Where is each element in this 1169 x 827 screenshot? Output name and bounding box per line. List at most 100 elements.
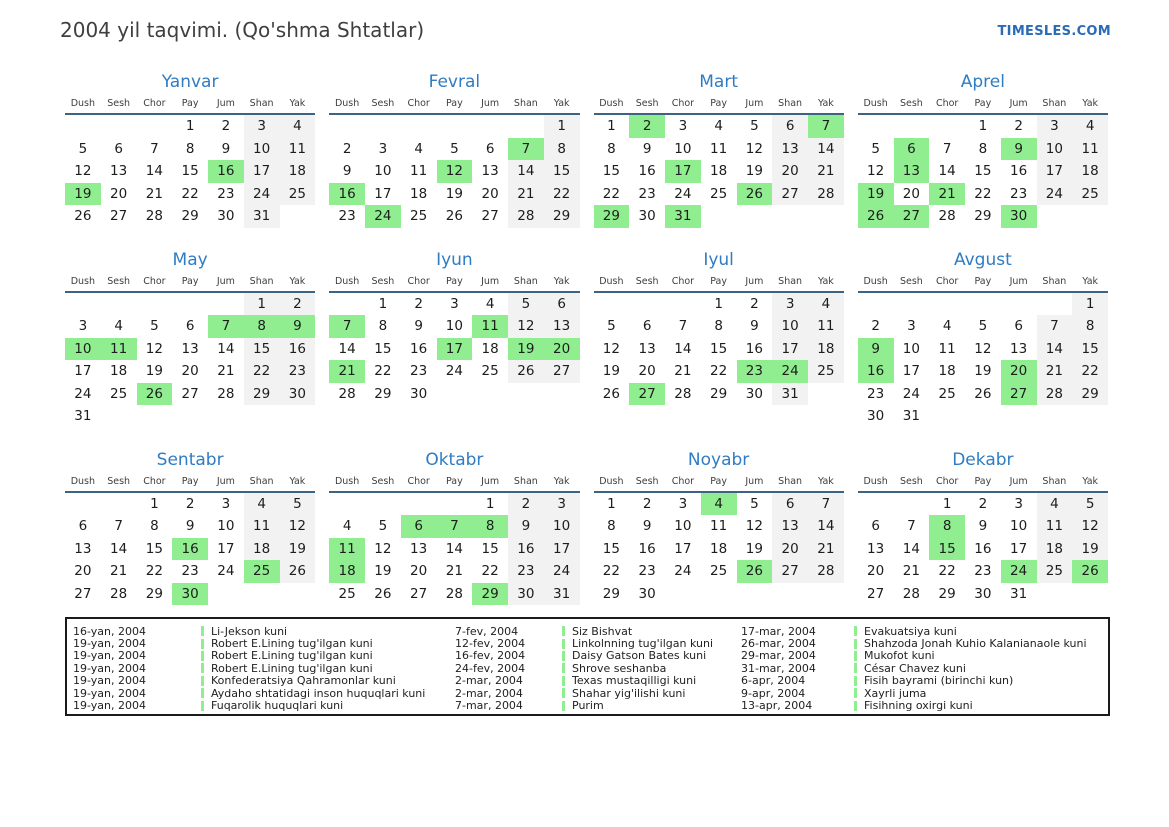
day-cell-holiday: 30 [1000, 205, 1037, 228]
weekday-label: Chor [143, 98, 166, 109]
day-cell: 9 [221, 140, 231, 157]
day-cell: 13 [410, 540, 428, 557]
weekday-label: Dush [334, 98, 360, 109]
day-cell: 8 [378, 318, 388, 334]
day-cell: 24 [1036, 182, 1073, 205]
legend-event-label: Li-Jekson kuni [211, 624, 288, 638]
day-cell: 1 [185, 118, 195, 134]
day-cell: 29 [974, 208, 992, 224]
day-cell: 21 [217, 363, 235, 379]
day-cell: 7 [1036, 315, 1073, 338]
day-cell: 3 [1014, 495, 1023, 512]
legend-event-label: Linkolnning tug'ilgan kuni [572, 637, 713, 651]
day-cell: 10 [243, 137, 280, 160]
day-cell: 12 [145, 340, 163, 357]
day-cell: 3 [772, 292, 808, 315]
day-cell-holiday: 19 [508, 337, 544, 360]
legend-date: 13-apr, 2004 [741, 699, 813, 713]
legend-event-label: Texas mustaqilligi kuni [572, 674, 697, 688]
weekday-label: Chor [407, 475, 430, 487]
day-cell-empty [508, 115, 544, 138]
day-cell: 29 [710, 385, 728, 402]
day-cell: 28 [508, 205, 544, 228]
holiday-marker-icon [562, 626, 565, 637]
day-cell: 22 [602, 185, 620, 202]
weekday-label: Pay [181, 98, 199, 109]
day-cell: 5 [279, 492, 316, 515]
day-cell: 30 [279, 382, 316, 405]
legend-row: 26-mar, 2004 Shahzoda Jonah Kuhio Kalania… [741, 637, 1102, 650]
holiday-marker-icon [854, 700, 857, 711]
day-cell: 20 [902, 185, 920, 202]
day-cell: 16 [279, 337, 316, 360]
day-cell: 17 [674, 540, 692, 557]
day-cell-empty [329, 293, 365, 316]
month-title: Dekabr [952, 449, 1014, 470]
day-cell: 21 [808, 160, 844, 183]
day-cell: 19 [602, 363, 620, 379]
day-cell: 6 [114, 140, 123, 157]
day-cell: 22 [543, 182, 580, 205]
day-cell-empty [929, 115, 965, 138]
legend-row: 12-fev, 2004 Linkolnning tug'ilgan kuni [455, 637, 741, 651]
day-cell: 14 [145, 163, 163, 179]
day-cell: 17 [374, 185, 392, 202]
day-cell-empty [65, 293, 101, 316]
day-cell-empty [965, 293, 1001, 316]
day-cell: 9 [978, 518, 988, 534]
day-cell: 23 [638, 185, 656, 202]
day-cell: 12 [279, 515, 316, 538]
day-cell-holiday: 27 [893, 205, 930, 228]
day-cell: 24 [217, 563, 235, 579]
day-cell: 1 [543, 115, 580, 138]
day-cell: 1 [243, 292, 280, 315]
day-cell: 12 [867, 163, 885, 179]
day-cell: 10 [445, 318, 463, 334]
day-cell: 31 [772, 382, 808, 405]
holiday-marker-icon [201, 626, 204, 637]
weekday-label: Sesh [899, 275, 923, 287]
legend-row: 2-mar, 2004 Shahar yig'ilishi kuni [455, 687, 741, 700]
day-cell: 22 [243, 360, 280, 383]
weekday-header-row: Dush Sesh Chor Pay Jum Shan Yak [329, 98, 580, 115]
day-cell: 26 [974, 385, 992, 402]
weekday-label: Jum [216, 98, 235, 109]
legend-row: 7-mar, 2004 Purim [455, 699, 741, 712]
weekday-header-row: Dush Sesh Chor Pay Jum Shan Yak [593, 276, 844, 293]
weekday-header-row: Dush Sesh Chor Pay Jum Shan Yak [329, 276, 580, 293]
day-cell-holiday: 16 [208, 160, 244, 183]
day-cell: 18 [279, 160, 316, 183]
day-cell: 3 [1036, 115, 1073, 138]
day-cell: 7 [942, 140, 952, 157]
legend-event-label: Shrove seshanba [572, 661, 667, 675]
day-cell-holiday: 2 [629, 115, 665, 138]
day-cell-empty [329, 115, 365, 138]
day-cell-holiday: 12 [436, 160, 473, 183]
holiday-marker-icon [854, 626, 857, 637]
day-cell: 17 [902, 363, 920, 379]
legend-row: 19-yan, 2004 Konfederatsiya Qahramonlar k… [73, 674, 455, 687]
legend-event-label: Daisy Gatson Bates kuni [572, 649, 707, 663]
brand-link[interactable]: TIMESLES.COM [997, 24, 1111, 39]
day-cell-holiday: 26 [857, 205, 894, 228]
legend-column: 7-fev, 2004 Siz Bishvat 12-fev, 2004 Linkol… [455, 625, 741, 712]
day-cell: 3 [907, 318, 916, 334]
legend-date: 12-fev, 2004 [455, 637, 526, 651]
day-cell: 5 [750, 118, 759, 134]
day-cell-empty [65, 115, 101, 138]
weekday-label: Jum [481, 475, 500, 487]
day-cell: 23 [217, 185, 235, 202]
day-cell: 3 [378, 140, 388, 157]
day-cell: 26 [374, 585, 392, 602]
day-cell: 21 [808, 537, 844, 560]
day-cell: 31 [74, 408, 92, 424]
day-cell: 31 [902, 408, 920, 424]
day-cell: 6 [543, 292, 580, 315]
day-cell: 5 [78, 140, 88, 157]
day-cell: 25 [1072, 182, 1108, 205]
day-cell: 21 [674, 363, 692, 379]
day-cell-holiday: 6 [893, 137, 930, 160]
day-cell: 21 [145, 185, 163, 202]
